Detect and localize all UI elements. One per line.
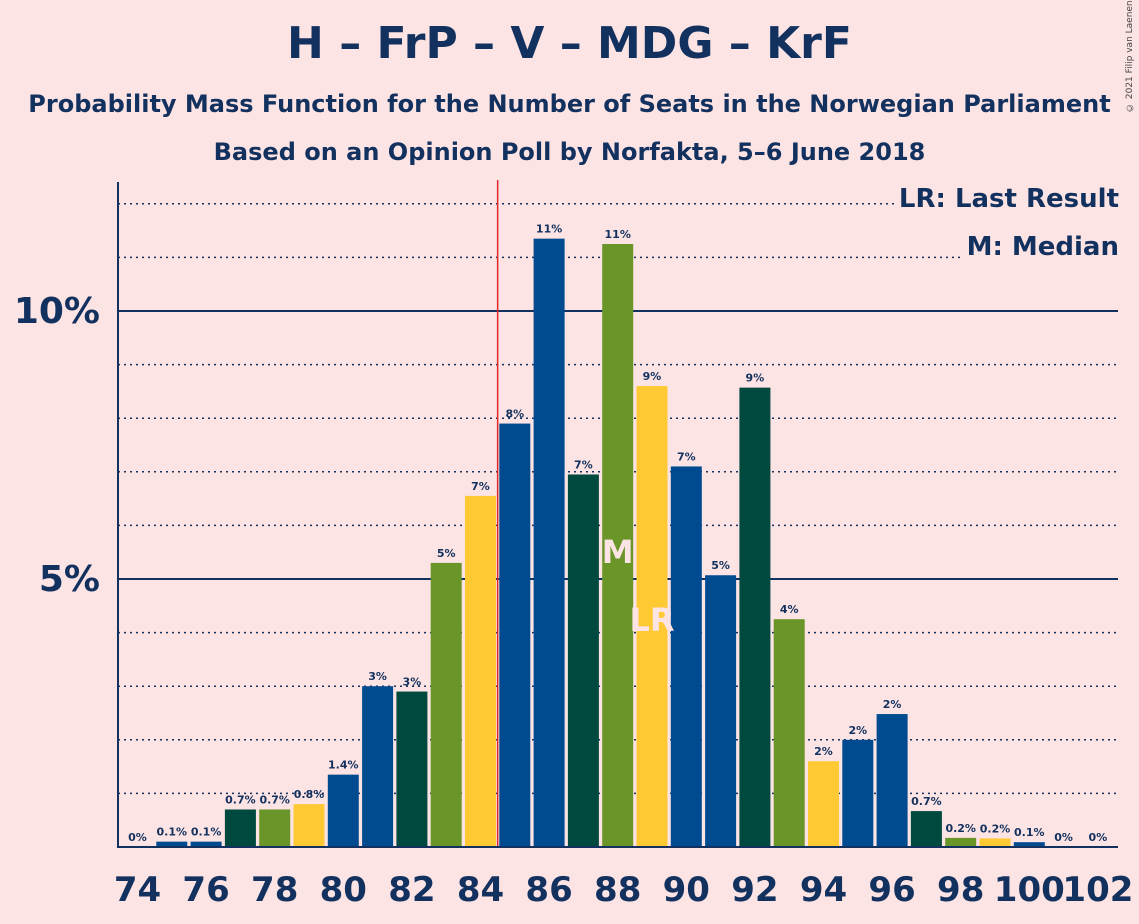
bar-value-label: 0.7% [911,795,942,808]
bar-value-label: 0% [1089,831,1108,844]
chart-subtitle-1: Probability Mass Function for the Number… [28,90,1111,118]
bar-value-label: 5% [437,547,456,560]
bar-value-label: 3% [403,676,422,689]
bar-value-label: 7% [574,458,593,471]
bar-value-label: 7% [471,480,490,493]
x-tick-label: 76 [182,870,229,910]
bar [430,562,462,847]
x-tick-label: 100 [994,870,1065,910]
bar [945,837,977,847]
bar-value-label: 0.1% [191,826,222,839]
bar [533,238,565,847]
bar-value-label: 7% [677,450,696,463]
x-tick-label: 98 [937,870,984,910]
x-tick-label: 102 [1062,870,1133,910]
bar [362,686,394,847]
bar [773,619,805,847]
bar-value-label: 0.1% [1014,826,1045,839]
bar-value-label: 0.8% [294,788,325,801]
bar [567,474,599,847]
bar [1013,842,1045,847]
x-tick-label: 80 [320,870,367,910]
bar [602,244,634,847]
bar [465,495,496,847]
y-tick-label: 5% [39,559,100,600]
bar-value-label: 0.7% [225,793,256,806]
bar [705,575,737,847]
bar [808,761,839,847]
legend-median: M: Median [962,232,1119,262]
bar [910,811,942,847]
bar-value-label: 9% [643,370,662,383]
x-tick-label: 90 [663,870,710,910]
bar-value-label: 11% [605,228,631,241]
x-tick-label: 86 [525,870,572,910]
bar [259,809,291,847]
x-tick-label: 92 [731,870,778,910]
bar-value-label: 3% [368,670,387,683]
bar-value-label: 0% [1054,831,1073,844]
bar-value-label: 0.2% [980,822,1011,835]
bar-value-label: 0.7% [259,793,290,806]
y-tick-label: 10% [14,291,100,332]
bar [327,774,359,847]
bar [224,809,256,847]
chart-subtitle-2: Based on an Opinion Poll by Norfakta, 5–… [213,138,926,166]
bar-value-label: 0% [128,831,147,844]
x-tick-label: 78 [251,870,298,910]
x-tick-label: 84 [457,870,504,910]
bar-value-label: 2% [814,745,833,758]
last-result-marker: LR [629,601,674,639]
bar [636,386,668,847]
bar [670,466,702,847]
bar-value-label: 0.2% [945,822,976,835]
x-tick-label: 88 [594,870,641,910]
bar-value-label: 9% [746,372,765,385]
x-tick-label: 74 [114,870,161,910]
bar [499,423,531,847]
bar-value-label: 5% [711,559,730,572]
bar [979,838,1011,847]
bar-value-label: 8% [505,408,524,421]
bar-value-label: 11% [536,223,562,236]
bar [842,739,874,847]
legend-last-result: LR: Last Result [894,184,1119,214]
bar-value-label: 2% [883,698,902,711]
x-tick-label: 94 [800,870,847,910]
bar [156,841,188,847]
median-marker: M [602,533,634,571]
bar [190,841,222,847]
bar-value-label: 4% [780,603,799,616]
bar-value-label: 0.1% [157,826,188,839]
x-tick-label: 82 [388,870,435,910]
bar [739,387,771,847]
chart-title: H – FrP – V – MDG – KrF [287,18,852,69]
bar-value-label: 2% [848,724,867,737]
bar [876,714,908,847]
bar-value-label: 1.4% [328,759,359,772]
bar [293,804,325,847]
x-tick-label: 96 [868,870,915,910]
bar [396,691,428,847]
